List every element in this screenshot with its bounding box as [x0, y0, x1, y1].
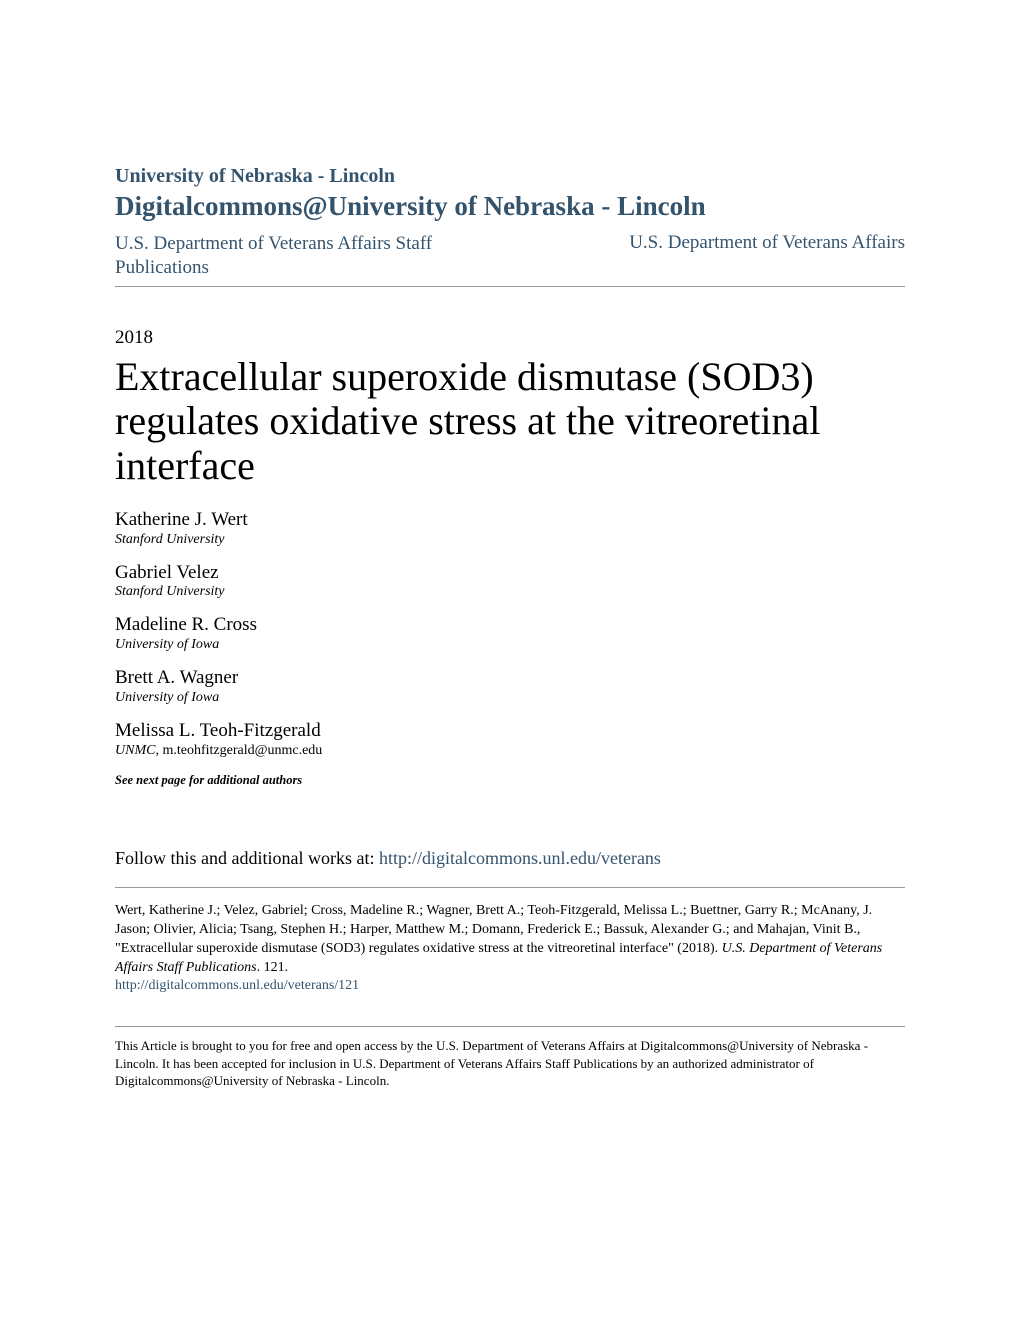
follow-works-line: Follow this and additional works at: htt…	[115, 848, 905, 888]
citation-block: Wert, Katherine J.; Velez, Gabriel; Cros…	[115, 902, 905, 996]
author-name: Katherine J. Wert	[115, 509, 905, 532]
author-name: Melissa L. Teoh-Fitzgerald	[115, 720, 905, 743]
citation-url-link[interactable]: http://digitalcommons.unl.edu/veterans/1…	[115, 978, 359, 993]
author-name: Brett A. Wagner	[115, 667, 905, 690]
authors-list: Katherine J. WertStanford UniversityGabr…	[115, 509, 905, 759]
citation-suffix: . 121.	[257, 960, 289, 975]
institution-name: University of Nebraska - Lincoln	[115, 165, 905, 188]
author-block: Melissa L. Teoh-FitzgeraldUNMC, m.teohfi…	[115, 720, 905, 759]
author-affiliation: University of Iowa	[115, 637, 905, 653]
author-block: Madeline R. CrossUniversity of Iowa	[115, 614, 905, 653]
author-affiliation: University of Iowa	[115, 690, 905, 706]
citation-article: "Extracellular superoxide dismutase (SOD…	[115, 941, 722, 956]
article-title: Extracellular superoxide dismutase (SOD3…	[115, 355, 905, 489]
header-links-row: U.S. Department of Veterans Affairs Staf…	[115, 232, 905, 287]
author-block: Brett A. WagnerUniversity of Iowa	[115, 667, 905, 706]
author-block: Katherine J. WertStanford University	[115, 509, 905, 548]
author-name: Madeline R. Cross	[115, 614, 905, 637]
author-name: Gabriel Velez	[115, 562, 905, 585]
department-link[interactable]: U.S. Department of Veterans Affairs	[629, 232, 905, 254]
follow-prefix: Follow this and additional works at:	[115, 848, 379, 868]
footer-access-note: This Article is brought to you for free …	[115, 1026, 905, 1090]
author-affiliation: Stanford University	[115, 532, 905, 548]
follow-url-link[interactable]: http://digitalcommons.unl.edu/veterans	[379, 848, 661, 868]
citation-authors: Wert, Katherine J.; Velez, Gabriel; Cros…	[115, 903, 872, 937]
publication-year: 2018	[115, 327, 905, 349]
author-affiliation: UNMC, m.teohfitzgerald@unmc.edu	[115, 743, 905, 759]
author-block: Gabriel VelezStanford University	[115, 562, 905, 601]
see-next-page-note: See next page for additional authors	[115, 773, 905, 788]
collection-link[interactable]: U.S. Department of Veterans Affairs Staf…	[115, 232, 495, 280]
author-affiliation: Stanford University	[115, 584, 905, 600]
repository-name: Digitalcommons@University of Nebraska - …	[115, 191, 905, 222]
